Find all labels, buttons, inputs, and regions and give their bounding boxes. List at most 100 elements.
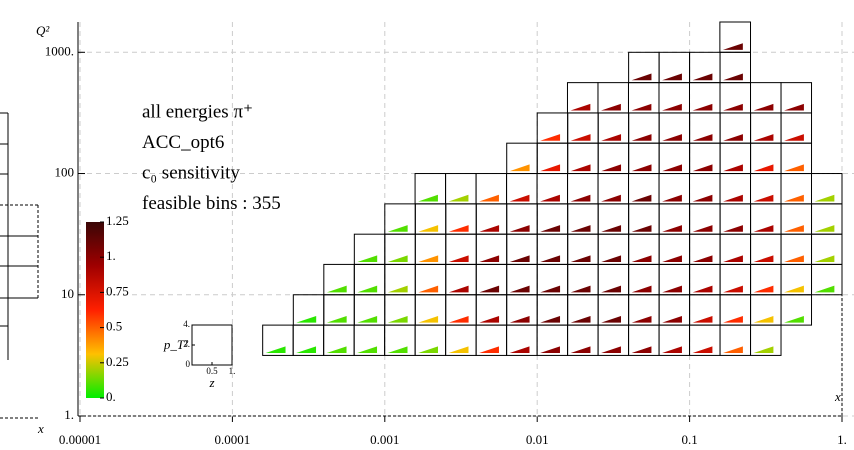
sensitivity-wedge <box>631 194 652 202</box>
sensitivity-wedge <box>509 346 530 353</box>
sensitivity-wedge <box>662 194 682 202</box>
sensitivity-wedge <box>509 255 530 262</box>
sensitivity-wedge <box>296 346 317 353</box>
sensitivity-wedge <box>784 134 804 141</box>
x-tick-label: 0.001 <box>370 432 399 447</box>
sensitivity-wedge <box>601 316 622 323</box>
sensitivity-wedge <box>448 255 469 262</box>
x-tick-label: 0.0001 <box>215 432 251 447</box>
colorbar-tick-label: 1. <box>106 248 116 263</box>
x-tick-label: 1. <box>837 432 847 447</box>
colorbar-tick-label: 0.5 <box>106 319 122 334</box>
inset-x-tick-label: 1. <box>229 366 236 376</box>
sensitivity-wedge <box>357 316 378 323</box>
sensitivity-wedge <box>692 134 713 141</box>
sensitivity-wedge <box>418 225 439 232</box>
sensitivity-wedge <box>723 225 743 232</box>
sensitivity-wedge <box>723 285 743 293</box>
sensitivity-wedge <box>326 285 347 293</box>
sensitivity-wedge <box>326 316 347 323</box>
bin-box <box>719 21 752 53</box>
sensitivity-wedge <box>540 316 561 323</box>
sensitivity-wedge <box>509 285 530 293</box>
sensitivity-wedge <box>479 225 500 232</box>
sensitivity-wedge <box>418 316 439 323</box>
annotation: all energies π⁺ <box>142 101 253 122</box>
sensitivity-wedge <box>662 316 682 323</box>
sensitivity-wedge <box>601 255 622 262</box>
sensitivity-wedge <box>753 134 774 141</box>
sensitivity-wedge <box>570 134 591 141</box>
colorbar-tick-label: 0.25 <box>106 354 129 369</box>
sensitivity-wedge <box>448 316 469 323</box>
sensitivity-wedge <box>601 225 622 232</box>
sensitivity-wedge <box>448 194 469 202</box>
sensitivity-wedge <box>387 285 408 293</box>
sensitivity-wedge <box>631 346 652 353</box>
x-axis-label: x <box>834 389 841 404</box>
sensitivity-wedge <box>448 346 469 353</box>
sensitivity-wedge <box>265 346 286 353</box>
sensitivity-wedge <box>723 103 743 111</box>
sensitivity-wedge <box>540 285 561 293</box>
sensitivity-wedge <box>387 316 408 323</box>
sensitivity-wedge <box>631 103 652 111</box>
sensitivity-wedge <box>662 255 682 262</box>
sensitivity-wedge <box>753 194 774 202</box>
sensitivity-wedge <box>692 103 713 111</box>
sensitivity-wedge <box>631 255 652 262</box>
sensitivity-wedge <box>509 164 530 172</box>
sensitivity-wedge <box>631 73 652 81</box>
sensitivity-wedge <box>692 285 713 293</box>
colorbar-tick-label: 0. <box>106 389 116 404</box>
inset-x-tick-label: 0.5 <box>206 366 218 376</box>
annotation: ACC_opt6 <box>142 132 224 153</box>
sensitivity-wedge <box>601 285 622 293</box>
sensitivity-wedge <box>570 194 591 202</box>
inset-x-label: z <box>208 375 214 390</box>
left-partial-panel <box>0 112 40 419</box>
sensitivity-wedge <box>722 43 743 50</box>
sensitivity-wedge <box>570 164 591 172</box>
sensitivity-wedge <box>723 255 743 262</box>
sensitivity-wedge <box>631 225 652 232</box>
sensitivity-wedge <box>723 164 743 172</box>
sensitivity-wedge <box>723 346 743 353</box>
sensitivity-wedge <box>570 255 591 262</box>
sensitivity-wedge <box>540 255 561 262</box>
sensitivity-wedge <box>418 194 438 202</box>
sensitivity-wedge <box>357 255 378 262</box>
sensitivity-wedge <box>601 134 622 141</box>
sensitivity-wedge <box>631 164 652 172</box>
colorbar-tick-label: 1.25 <box>106 213 129 228</box>
sensitivity-wedge <box>387 255 408 262</box>
sensitivity-wedge <box>662 225 682 232</box>
annotation: feasible bins : 355 <box>142 193 281 214</box>
sensitivity-wedge <box>387 346 408 353</box>
sensitivity-wedge <box>753 103 774 111</box>
sensitivity-wedge <box>631 285 652 293</box>
sensitivity-wedge <box>753 285 774 293</box>
sensitivity-wedge <box>357 285 378 293</box>
sensitivity-wedge <box>784 255 804 262</box>
sensitivity-wedge <box>509 194 530 202</box>
sensitivity-wedge <box>723 316 743 323</box>
x-tick-label: 0.00001 <box>59 432 101 447</box>
sensitivity-wedge <box>296 316 317 323</box>
sensitivity-wedge <box>753 346 774 353</box>
annotation: c₀ sensitivity <box>142 162 240 183</box>
sensitivity-wedge <box>814 194 835 202</box>
inset-y-tick-label: 2. <box>183 339 190 349</box>
colorbar-tick-label: 0.75 <box>106 283 129 298</box>
sensitivity-wedge <box>662 103 682 111</box>
sensitivity-wedge <box>753 316 774 323</box>
inset-y-label: p_T² <box>163 337 189 352</box>
sensitivity-wedge <box>570 225 591 232</box>
sensitivity-wedge <box>540 164 561 172</box>
sensitivity-wedge <box>753 225 774 232</box>
y-tick-label: 1000. <box>45 43 74 58</box>
sensitivity-wedge <box>540 225 561 232</box>
sensitivity-wedge <box>692 316 713 323</box>
sensitivity-wedge <box>540 194 560 202</box>
